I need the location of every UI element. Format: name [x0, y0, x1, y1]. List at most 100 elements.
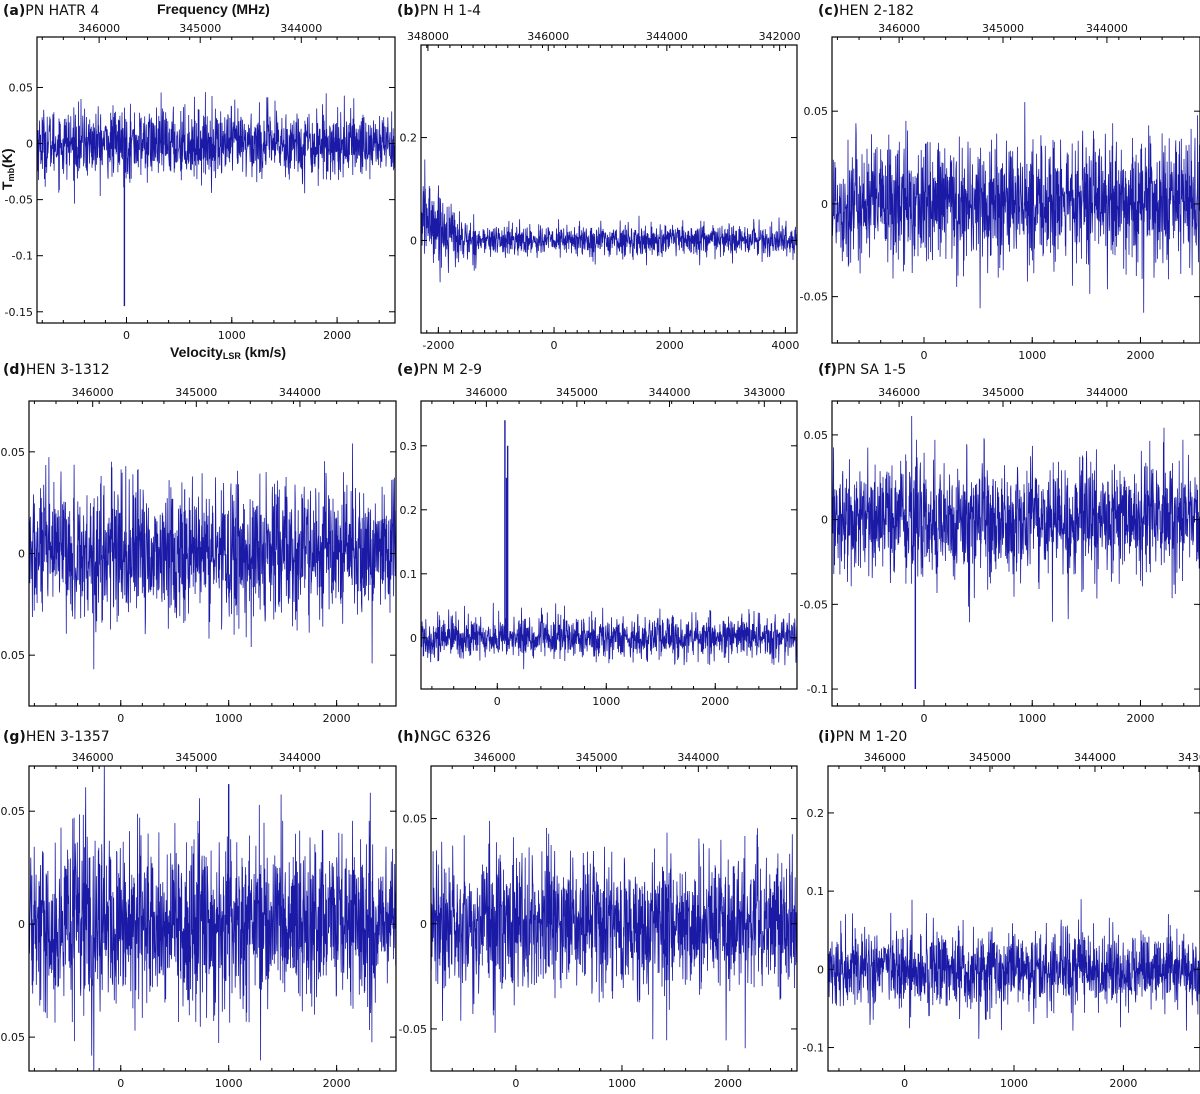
x-tick-label: 0 [512, 1077, 519, 1090]
plot-frame [36, 36, 396, 324]
panel-e: 0 1000 2000 0.3 0.2 0.1 0 346000 345000 344000 343… [397, 362, 798, 708]
y-axis-title-unit: (K) [0, 149, 15, 168]
panel-letter: (c) [818, 3, 839, 19]
bottom-axis-title-unit: (km/s) [241, 344, 286, 360]
bottom-axis-title-sub: LSR [223, 351, 242, 361]
top-tick-label: 346000 [72, 751, 114, 764]
panel-name: PN HATR 4 [25, 3, 99, 19]
y-tick-label: 0.05 [1, 805, 26, 818]
y-tick-label: -0.05 [5, 194, 33, 207]
x-tick-label: 0 [901, 1077, 908, 1090]
spectrum-trace [828, 899, 1200, 1039]
x-tick-label: 2000 [701, 695, 729, 708]
y-axis-title-sub: mb [6, 167, 16, 181]
plot-frame [827, 765, 1200, 1072]
top-tick-label: 345000 [969, 751, 1011, 764]
panel-letter: (h) [397, 729, 420, 745]
y-tick-label: 0.2 [400, 132, 418, 145]
top-tick-label: 344000 [280, 22, 322, 35]
spectrum-trace [431, 820, 797, 1049]
top-tick-label: 346000 [72, 386, 114, 399]
spectrum-trace [37, 92, 395, 204]
y-tick-label: -0.05 [0, 649, 25, 662]
top-tick-label: 344000 [648, 386, 690, 399]
panel-f: 0 1000 2000 0.05 0 -0.05 -0.1 346000 345000 34400… [800, 362, 1200, 725]
panel-letter: (e) [397, 362, 419, 378]
x-tick-label: -2000 [422, 339, 454, 352]
x-tick-label: 1000 [608, 1077, 636, 1090]
y-tick-label: 0 [18, 548, 25, 561]
bottom-axis-title-main: Velocity [170, 344, 223, 360]
x-tick-label: 4000 [771, 339, 799, 352]
panel-c: 0 1000 2000 0.05 0 -0.05 346000 345000 344000 (c)… [800, 3, 1200, 362]
panel-name: PN H 1-4 [420, 3, 481, 19]
panel-title: (d)HEN 3-1312 [3, 362, 110, 378]
top-tick-label: 345000 [175, 751, 217, 764]
plot-frame [28, 765, 397, 1072]
panel-letter: (g) [3, 729, 26, 745]
panel-title: (f)PN SA 1-5 [818, 362, 906, 378]
x-tick-label: 0 [494, 695, 501, 708]
top-tick-label: 348000 [407, 30, 449, 43]
y-tick-label: 0.2 [807, 807, 825, 820]
panel-letter: (d) [3, 362, 26, 378]
panel-name: HEN 3-1357 [26, 729, 110, 745]
top-tick-label: 344000 [279, 751, 321, 764]
y-tick-label: 0 [410, 234, 417, 247]
x-tick-label: 1000 [215, 712, 243, 725]
y-tick-label: 0.2 [400, 504, 418, 517]
top-tick-label: 345000 [179, 22, 221, 35]
top-tick-label: 345000 [575, 751, 617, 764]
y-tick-label: 0.05 [403, 813, 428, 826]
panel-name: PN M 1-20 [836, 729, 908, 745]
panel-g: 0 1000 2000 0.05 0 -0.05 346000 345000 344000 (g)… [0, 729, 397, 1090]
panel-title: (e)PN M 2-9 [397, 362, 482, 378]
x-tick-label: 1000 [218, 329, 246, 342]
spectrum-trace [832, 415, 1200, 623]
top-tick-label: 345000 [556, 386, 598, 399]
y-tick-label: 0.1 [807, 885, 825, 898]
y-tick-label: 0 [26, 138, 33, 151]
x-tick-label: 0 [123, 329, 130, 342]
y-tick-label: -0.1 [807, 683, 828, 696]
y-tick-label: 0.05 [9, 81, 34, 94]
top-tick-label: 344000 [677, 751, 719, 764]
panel-letter: (a) [3, 3, 25, 19]
top-tick-label: 346000 [878, 22, 920, 35]
x-tick-label: 0 [921, 712, 928, 725]
x-tick-label: 2000 [323, 712, 351, 725]
top-tick-label: 344000 [1086, 22, 1128, 35]
y-tick-label: -0.05 [800, 598, 828, 611]
y-axis-title: Tmb(K) [0, 149, 16, 191]
x-tick-label: 2000 [323, 329, 351, 342]
y-tick-label: 0.05 [804, 429, 829, 442]
top-tick-label: 346000 [527, 30, 569, 43]
plot-frame [831, 400, 1200, 707]
panels-layer: 0 1000 2000 0.05 0 -0.05 -0.1 -0.15 346000 345000… [0, 3, 1200, 1090]
x-tick-label: 1000 [1018, 712, 1046, 725]
x-tick-label: 0 [117, 712, 124, 725]
plot-frame [430, 765, 798, 1072]
top-tick-label: 344000 [1074, 751, 1116, 764]
x-tick-label: 1000 [1018, 349, 1046, 362]
x-tick-label: 0 [551, 339, 558, 352]
panel-title: (a)PN HATR 4 [3, 3, 99, 19]
panel-title: (g)HEN 3-1357 [3, 729, 110, 745]
top-tick-label: 342000 [759, 30, 801, 43]
plot-frame [420, 400, 798, 690]
top-tick-label: 346000 [78, 22, 120, 35]
top-axis-title: Frequency (MHz) [157, 1, 270, 17]
y-tick-label: 0 [18, 918, 25, 931]
x-tick-label: 2000 [323, 1077, 351, 1090]
bottom-axis-title: VelocityLSR (km/s) [170, 344, 286, 361]
x-tick-label: 2000 [1126, 712, 1154, 725]
top-tick-label: 344000 [646, 30, 688, 43]
y-tick-label: -0.1 [12, 250, 33, 263]
y-axis-title-main: T [0, 181, 15, 190]
panel-name: PN SA 1-5 [837, 362, 906, 378]
y-tick-label: -0.05 [0, 1031, 25, 1044]
top-tick-label: 346000 [465, 386, 507, 399]
panel-name: PN M 2-9 [419, 362, 482, 378]
panel-a: 0 1000 2000 0.05 0 -0.05 -0.1 -0.15 346000 345000… [3, 3, 396, 342]
